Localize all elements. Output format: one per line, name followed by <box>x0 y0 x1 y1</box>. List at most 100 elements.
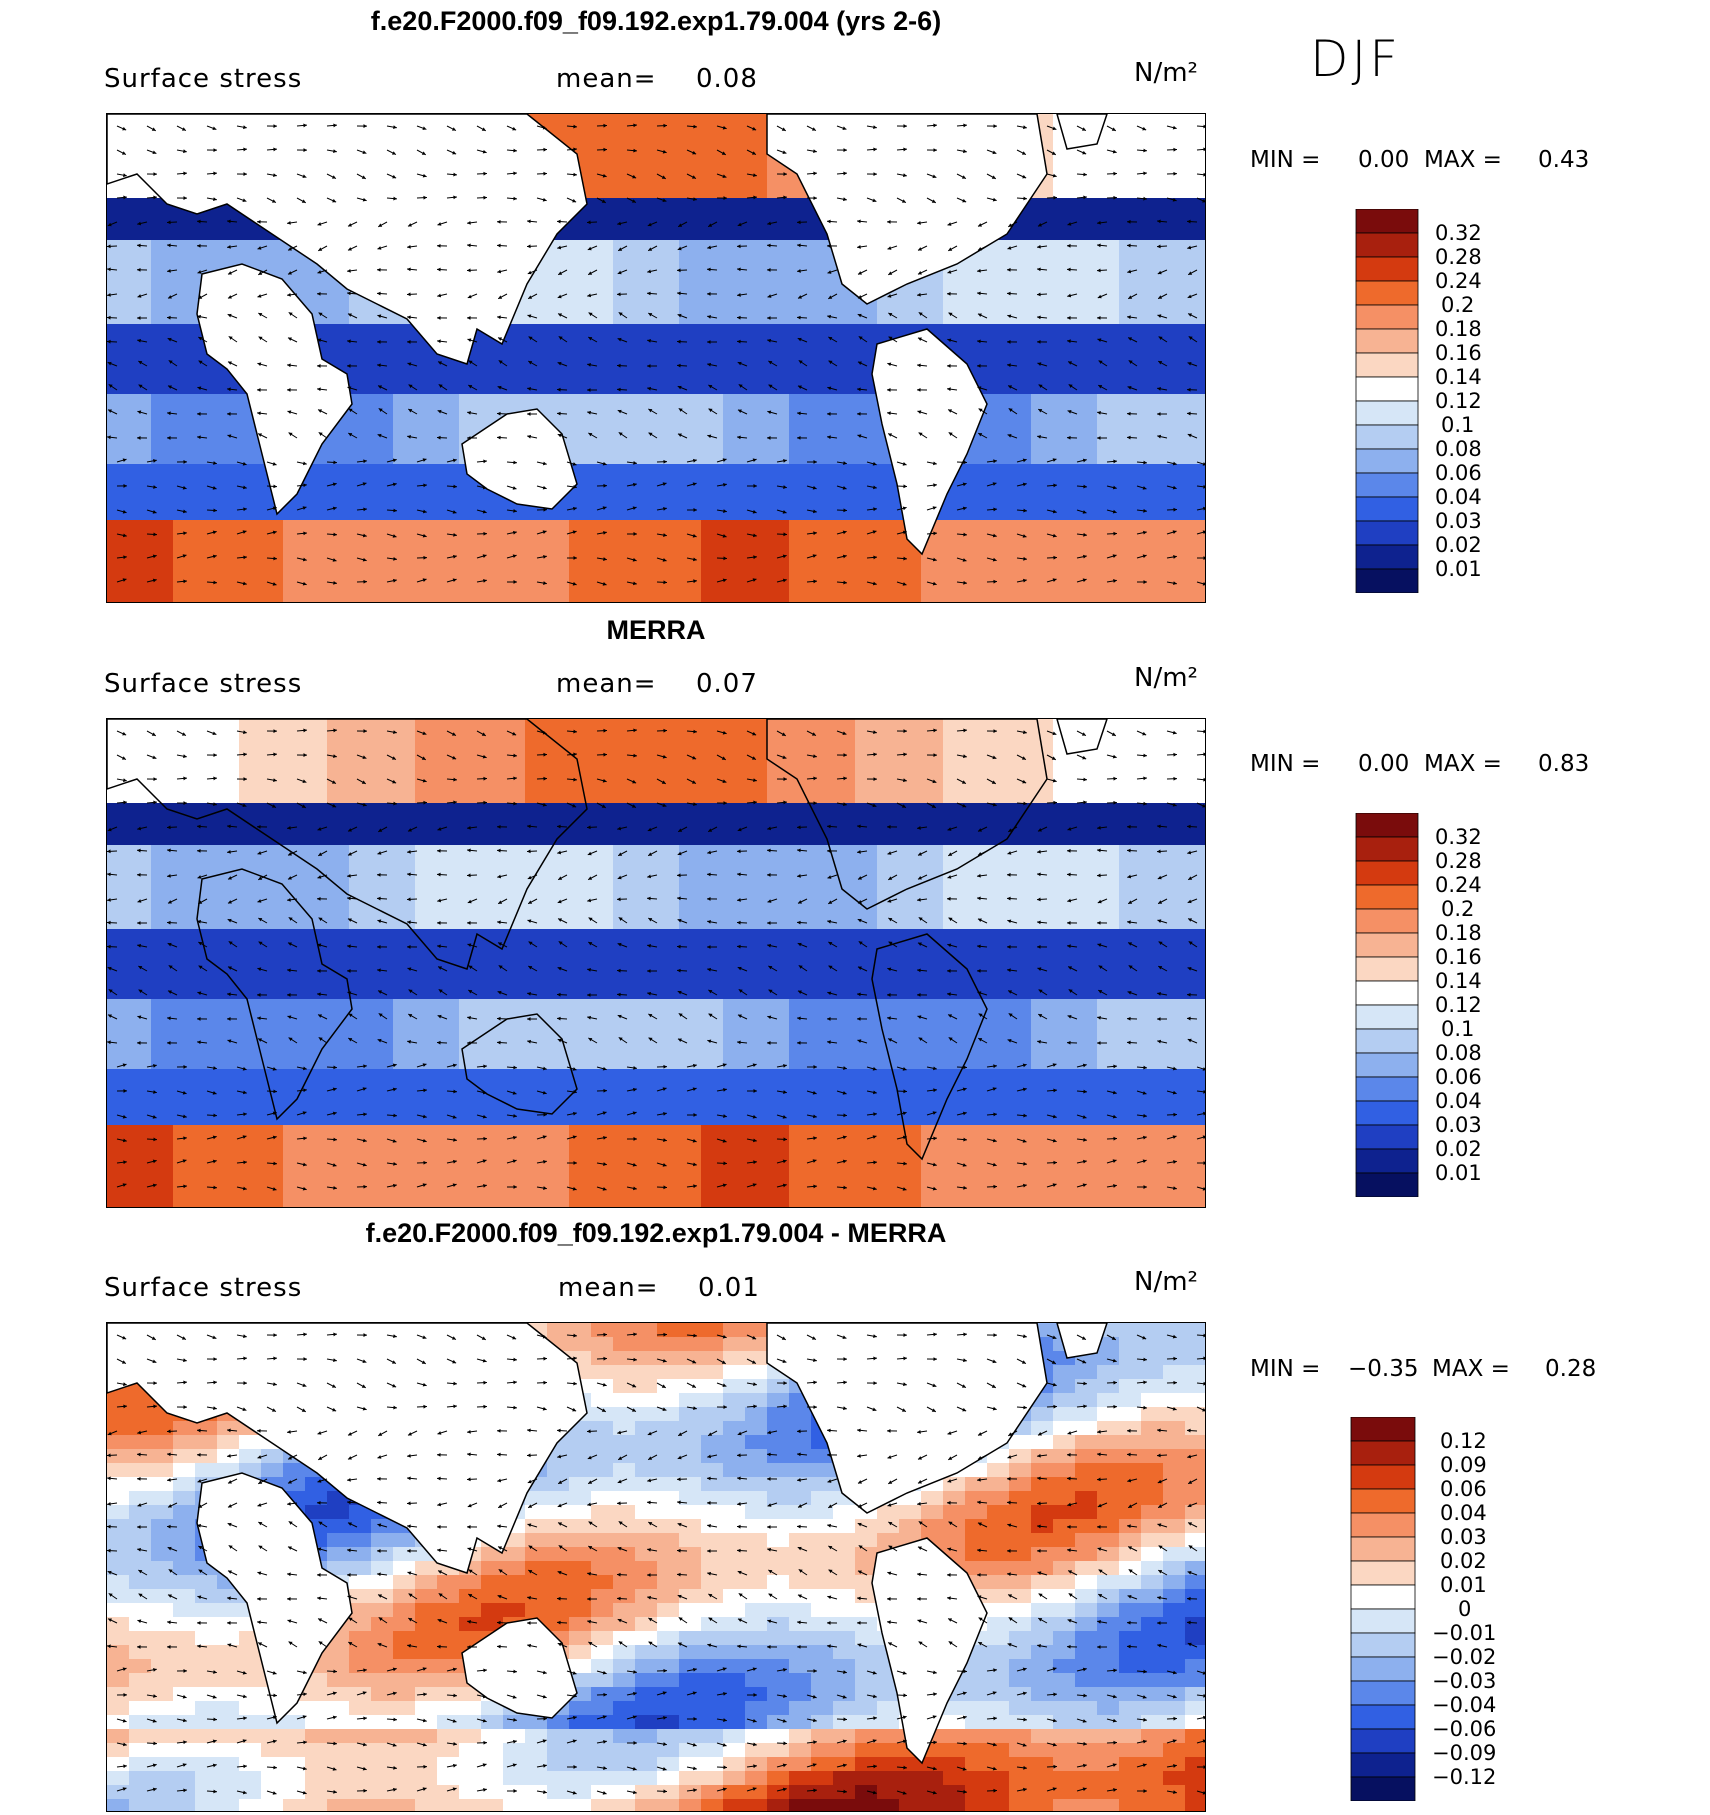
panel-1-map <box>106 113 1206 603</box>
colorbar-box <box>1355 956 1419 982</box>
colorbar-box <box>1355 520 1419 546</box>
colorbar-box <box>1355 932 1419 958</box>
panel-2-colorbar <box>1355 813 1419 1197</box>
colorbar-box <box>1355 1076 1419 1102</box>
panel-1-title: f.e20.F2000.f09_f09.192.exp1.79.004 (yrs… <box>370 6 942 36</box>
panel-1-variable: Surface stress <box>104 64 303 94</box>
coastline <box>871 1537 988 1765</box>
panel-3-mean-label: mean= <box>558 1273 659 1303</box>
panel-1-colorbar <box>1355 209 1419 593</box>
colorbar-tick-label: 0.16 <box>1435 341 1482 365</box>
colorbar-tick-label: 0.12 <box>1435 389 1482 413</box>
colorbar-box <box>1355 908 1419 934</box>
colorbar-box <box>1350 1680 1416 1706</box>
panel-3-mean-value: 0.01 <box>698 1273 760 1303</box>
stress-field <box>107 719 1205 1207</box>
coastline <box>461 1617 578 1719</box>
colorbar-tick-label: 0.1 <box>1441 1017 1475 1041</box>
panel-2-variable: Surface stress <box>104 669 303 699</box>
colorbar-box <box>1350 1536 1416 1562</box>
colorbar-tick-label: 0.04 <box>1435 485 1482 509</box>
panel-2-map <box>106 718 1206 1208</box>
panel-1-min-value: 0.00 <box>1358 147 1410 173</box>
colorbar-box <box>1350 1656 1416 1682</box>
stress-vectors <box>107 123 1205 586</box>
colorbar-tick-label: 0.2 <box>1441 293 1475 317</box>
coastline <box>766 1323 1048 1514</box>
colorbar-box <box>1355 209 1419 234</box>
colorbar-tick-label: 0.08 <box>1435 437 1482 461</box>
colorbar-tick-label: −0.01 <box>1432 1621 1497 1645</box>
colorbar-tick-label: 0.03 <box>1435 1113 1482 1137</box>
panel-2-max-label: MAX = <box>1424 751 1502 777</box>
colorbar-box <box>1355 448 1419 474</box>
colorbar-box <box>1355 1004 1419 1030</box>
colorbar-box <box>1350 1512 1416 1538</box>
panel-3-max-value: 0.28 <box>1545 1356 1597 1382</box>
colorbar-box <box>1355 280 1419 306</box>
panel-3-title: f.e20.F2000.f09_f09.192.exp1.79.004 - ME… <box>365 1218 947 1248</box>
colorbar-box <box>1350 1440 1416 1466</box>
coastline <box>461 408 578 510</box>
panel-2-min-label: MIN = <box>1250 751 1321 777</box>
panel-1-mean-label: mean= <box>556 64 657 94</box>
colorbar-tick-label: 0.01 <box>1440 1573 1487 1597</box>
colorbar-tick-label: 0.06 <box>1435 1065 1482 1089</box>
panel-3-min-value: −0.35 <box>1348 1356 1419 1382</box>
colorbar-tick-label: 0.12 <box>1435 993 1482 1017</box>
coastline <box>766 719 1048 910</box>
colorbar-tick-label: 0.12 <box>1440 1429 1487 1453</box>
colorbar-tick-label: 0.01 <box>1435 1161 1482 1185</box>
colorbar-box <box>1355 304 1419 330</box>
colorbar-tick-label: 0.2 <box>1441 897 1475 921</box>
panel-1-min-label: MIN = <box>1250 147 1321 173</box>
colorbar-tick-label: −0.06 <box>1432 1717 1497 1741</box>
colorbar-tick-label: 0.32 <box>1435 825 1482 849</box>
stress-vectors <box>107 728 1205 1191</box>
continents <box>107 719 1108 1161</box>
colorbar-box <box>1355 1052 1419 1078</box>
colorbar-tick-label: 0.03 <box>1435 509 1482 533</box>
panel-1-units: N/m² <box>1134 58 1198 88</box>
panel-3-map <box>106 1322 1206 1812</box>
panel-2-max-value: 0.83 <box>1538 751 1590 777</box>
colorbar-tick-label: −0.09 <box>1432 1741 1497 1765</box>
coastline <box>196 868 353 1121</box>
coastline <box>1056 114 1108 150</box>
colorbar-tick-label: 0.02 <box>1440 1549 1487 1573</box>
colorbar-box <box>1355 496 1419 522</box>
colorbar-box <box>1355 400 1419 426</box>
season-label: DJF <box>1310 30 1402 88</box>
colorbar-box <box>1355 884 1419 910</box>
panel-2-title: MERRA <box>606 615 706 645</box>
colorbar-tick-label: 0.1 <box>1441 413 1475 437</box>
coastline <box>107 719 588 970</box>
coastline <box>107 114 588 365</box>
panel-2-colorbar-labels: 0.32 0.28 0.24 0.2 0.18 0.16 0.14 0.12 0… <box>1435 813 1535 1197</box>
panel-3-units: N/m² <box>1134 1267 1198 1297</box>
coastline <box>766 114 1048 305</box>
colorbar-tick-label: 0 <box>1458 1597 1472 1621</box>
colorbar-tick-label: 0.14 <box>1435 365 1482 389</box>
colorbar-box <box>1355 1172 1419 1197</box>
colorbar-box <box>1355 352 1419 378</box>
colorbar-tick-label: −0.02 <box>1432 1645 1497 1669</box>
colorbar-box <box>1355 424 1419 450</box>
colorbar-tick-label: 0.02 <box>1435 533 1482 557</box>
coastline <box>196 263 353 516</box>
colorbar-box <box>1350 1632 1416 1658</box>
coastline <box>107 1323 588 1574</box>
panel-2-mean-value: 0.07 <box>696 669 758 699</box>
stress-vectors <box>107 1332 1205 1795</box>
coastline <box>871 933 988 1161</box>
colorbar-box <box>1355 256 1419 282</box>
colorbar-tick-label: 0.02 <box>1435 1137 1482 1161</box>
colorbar-tick-label: 0.06 <box>1435 461 1482 485</box>
colorbar-tick-label: 0.16 <box>1435 945 1482 969</box>
colorbar-box <box>1355 836 1419 862</box>
colorbar-tick-label: 0.04 <box>1435 1089 1482 1113</box>
colorbar-tick-label: 0.04 <box>1440 1501 1487 1525</box>
colorbar-tick-label: 0.08 <box>1435 1041 1482 1065</box>
colorbar-tick-label: 0.01 <box>1435 557 1482 581</box>
colorbar-box <box>1350 1488 1416 1514</box>
